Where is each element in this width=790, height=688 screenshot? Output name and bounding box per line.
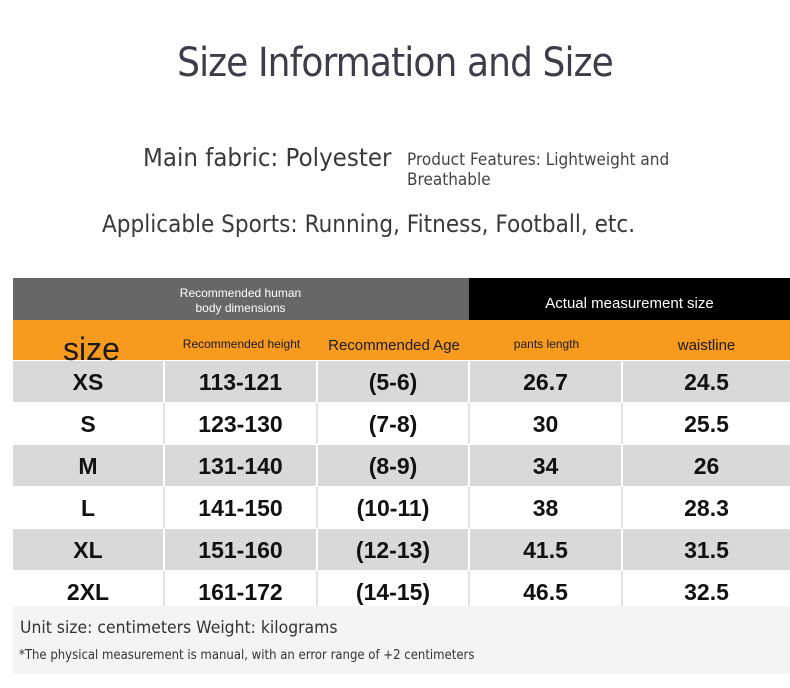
recommended-dimensions-label: Recommended human body dimensions xyxy=(179,286,302,315)
cell-pants-length: 30 xyxy=(470,403,623,444)
cell-waistline: 24.5 xyxy=(684,369,729,395)
cell-pants-length: 46.5 xyxy=(470,571,623,612)
table-column-header: size Recommended height Recommended Age … xyxy=(13,320,790,367)
table-group-header: Recommended human body dimensions Actual… xyxy=(13,278,790,320)
error-note: *The physical measurement is manual, wit… xyxy=(19,648,475,663)
cell-age: (12-13) xyxy=(318,529,470,570)
page-title: Size Information and Size xyxy=(177,40,614,86)
col-header-size: size xyxy=(63,331,120,367)
applicable-sports-text: Applicable Sports: Running, Fitness, Foo… xyxy=(102,210,636,238)
cell-size: L xyxy=(13,487,165,528)
cell-age: (8-9) xyxy=(318,445,470,486)
cell-size: 2XL xyxy=(13,571,165,612)
size-table: Recommended human body dimensions Actual… xyxy=(13,278,790,612)
unit-note: Unit size: centimeters Weight: kilograms xyxy=(20,618,338,638)
cell-pants-length: 38 xyxy=(470,487,623,528)
cell-size: XL xyxy=(13,529,165,570)
table-row: M 131-140 (8-9) 34 26 xyxy=(13,444,790,486)
cell-pants-length: 26.7 xyxy=(470,361,623,402)
table-row: XL 151-160 (12-13) 41.5 31.5 xyxy=(13,528,790,570)
cell-age: (5-6) xyxy=(318,361,470,402)
cell-age: (14-15) xyxy=(318,571,470,612)
main-fabric-text: Main fabric: Polyester xyxy=(143,143,392,172)
product-features-text: Product Features: Lightweight and Breath… xyxy=(407,150,670,190)
col-header-pants-length: pants length xyxy=(513,337,580,351)
cell-size: S xyxy=(13,403,165,444)
cell-height: 123-130 xyxy=(165,403,318,444)
cell-height: 141-150 xyxy=(165,487,318,528)
cell-age: (7-8) xyxy=(318,403,470,444)
cell-height: 151-160 xyxy=(165,529,318,570)
cell-waistline: 26 xyxy=(693,453,720,479)
cell-waistline: 28.3 xyxy=(684,495,729,521)
cell-waistline: 32.5 xyxy=(684,579,729,605)
cell-size: XS xyxy=(13,361,165,402)
actual-measurement-header: Actual measurement size xyxy=(469,278,790,320)
cell-pants-length: 34 xyxy=(470,445,623,486)
cell-height: 161-172 xyxy=(165,571,318,612)
table-row: 2XL 161-172 (14-15) 46.5 32.5 xyxy=(13,570,790,612)
cell-age: (10-11) xyxy=(318,487,470,528)
cell-waistline: 25.5 xyxy=(684,411,729,437)
table-row: S 123-130 (7-8) 30 25.5 xyxy=(13,402,790,444)
cell-waistline: 31.5 xyxy=(684,537,729,563)
col-header-height: Recommended height xyxy=(182,337,301,351)
col-header-age: Recommended Age xyxy=(328,337,460,354)
table-row: XS 113-121 (5-6) 26.7 24.5 xyxy=(13,360,790,402)
table-row: L 141-150 (10-11) 38 28.3 xyxy=(13,486,790,528)
cell-height: 131-140 xyxy=(165,445,318,486)
recommended-dimensions-header: Recommended human body dimensions xyxy=(13,278,469,320)
cell-pants-length: 41.5 xyxy=(470,529,623,570)
footnote-block: Unit size: centimeters Weight: kilograms… xyxy=(13,606,790,674)
cell-height: 113-121 xyxy=(165,361,318,402)
col-header-waistline: waistline xyxy=(677,337,736,354)
cell-size: M xyxy=(13,445,165,486)
